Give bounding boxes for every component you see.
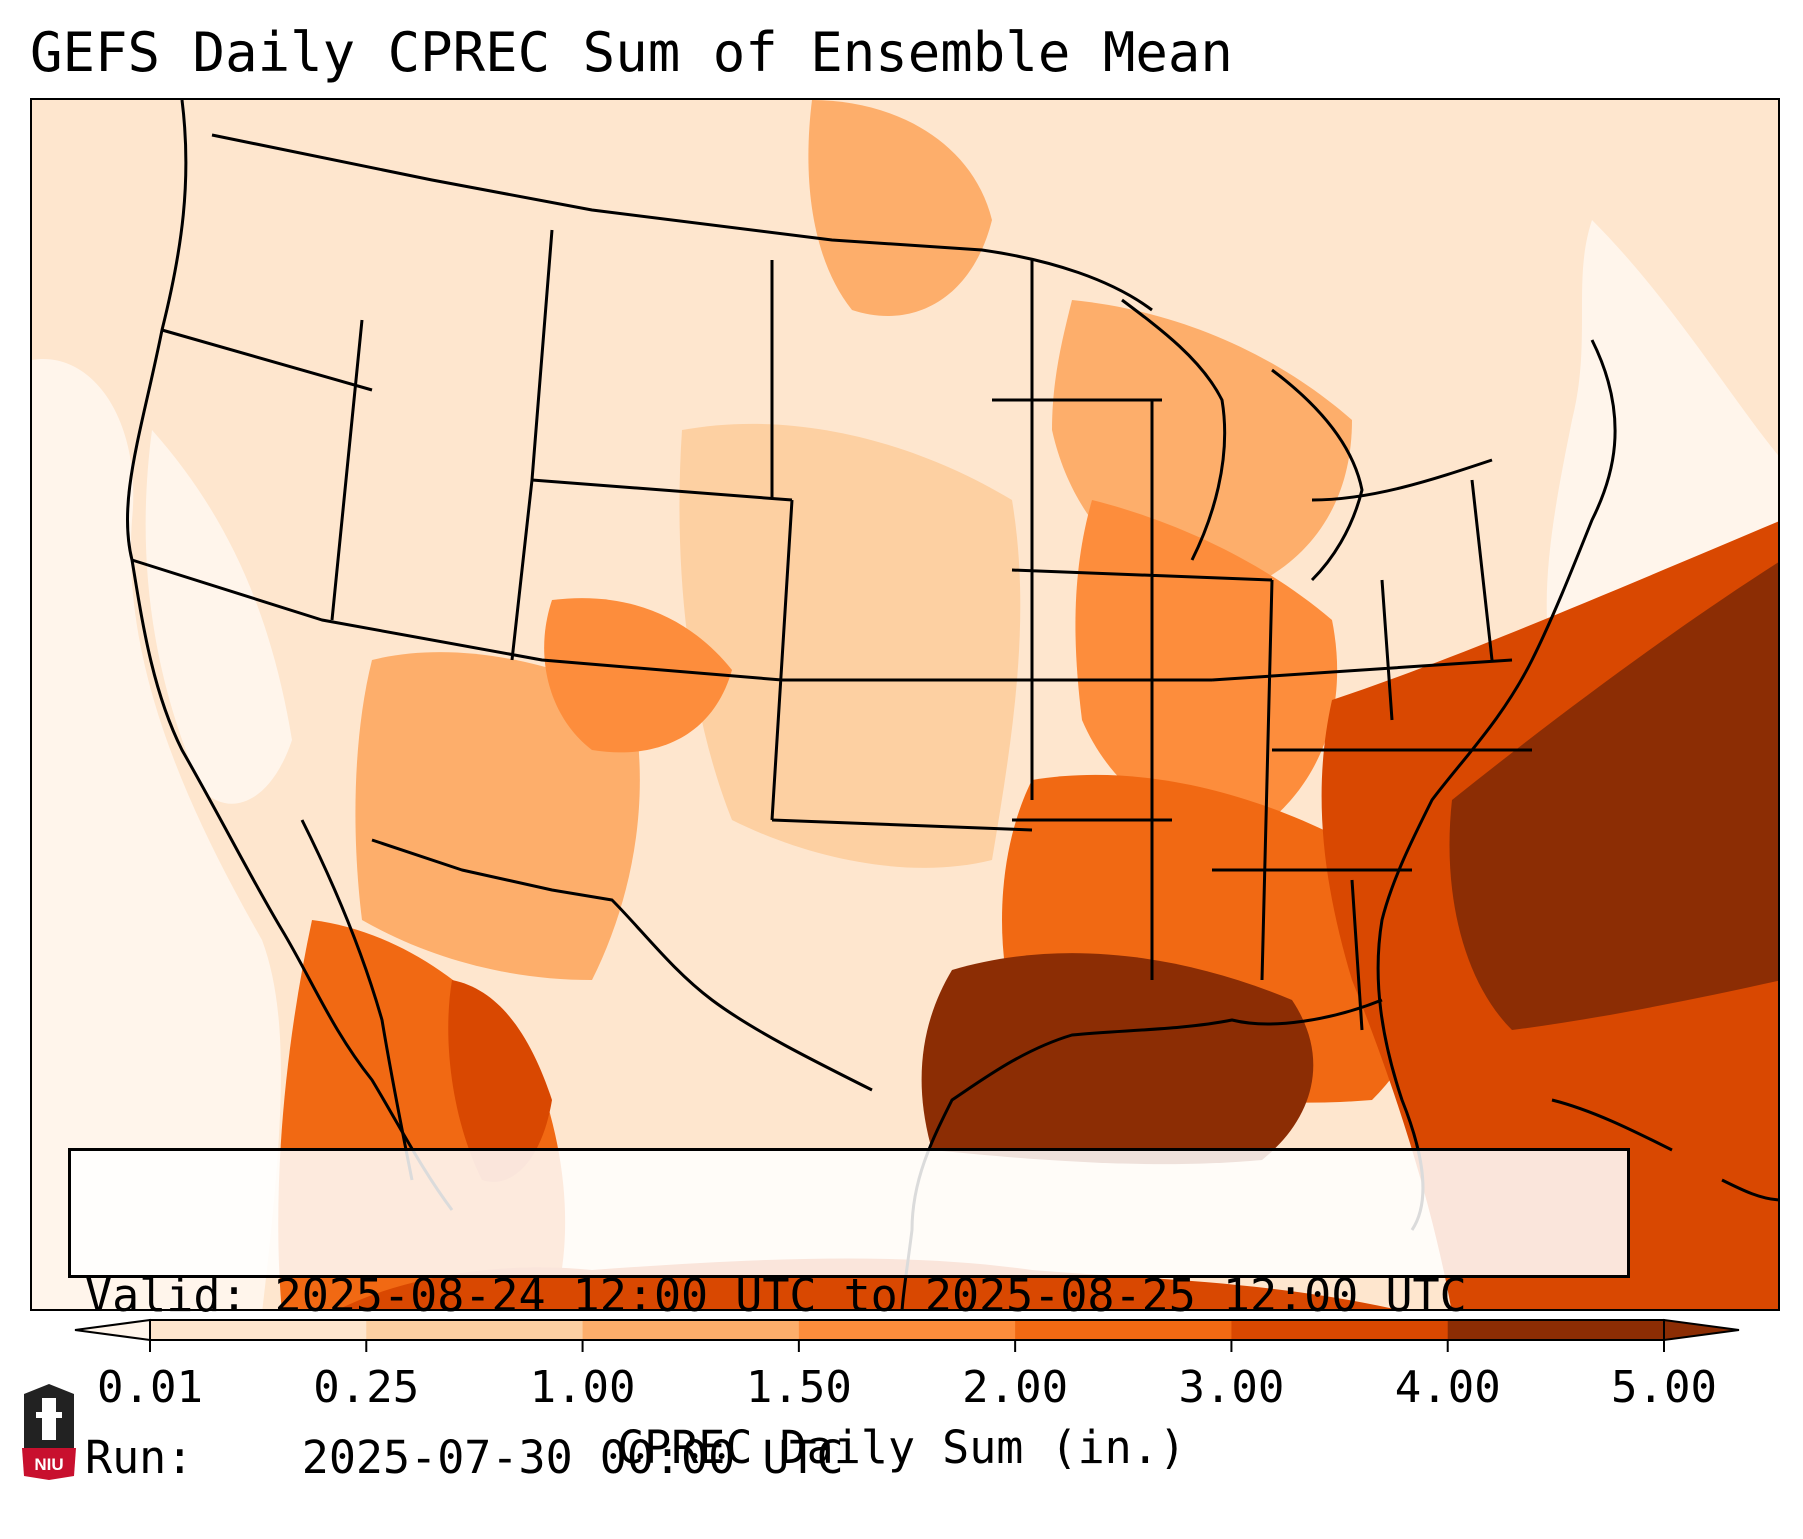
valid-line: Valid: 2025-08-24 12:00 UTC to 2025-08-2…: [85, 1269, 1613, 1323]
colorbar-outline: [149, 1319, 1665, 1341]
colorbar-tick-label: 1.00: [530, 1362, 636, 1413]
state-lines-east: [1211, 479, 1532, 1031]
colorbar-segment: [798, 1320, 1016, 1340]
shade-great-plains: [679, 423, 1021, 868]
run-time: 2025-07-30 00:00 UTC: [301, 1431, 844, 1484]
east-coast: [1376, 339, 1617, 1231]
colorbar-segment: [366, 1320, 584, 1340]
shade-mexico-core: [448, 980, 552, 1182]
shade-north-plains: [808, 100, 992, 316]
niu-logo: NIU: [22, 1384, 76, 1480]
colorbar-title: CPREC Daily Sum (in.): [617, 1421, 1186, 1474]
colorbar-segment: [1231, 1320, 1449, 1340]
state-lines-central: [771, 260, 1273, 980]
shade-colorado: [544, 598, 732, 753]
validity-info-box: Valid: 2025-08-24 12:00 UTC to 2025-08-2…: [68, 1148, 1630, 1484]
coastline-west: [125, 100, 454, 1211]
colorbar-tick-label: 0.01: [97, 1362, 203, 1413]
shade-pacific-low: [32, 359, 281, 1309]
shade-west-light: [145, 430, 292, 804]
colorbar-tick-label: 3.00: [1178, 1362, 1284, 1413]
colorbar-segment: [1447, 1320, 1665, 1340]
precip-shading: [32, 100, 1778, 1309]
colorbar-segment: [582, 1320, 800, 1340]
chart-title: GEFS Daily CPREC Sum of Ensemble Mean: [30, 21, 1233, 84]
state-lines-west: [131, 229, 1052, 821]
colorbar-extend-high: [1663, 1318, 1740, 1342]
run-label: Run:: [85, 1431, 194, 1484]
coastline-baja: [300, 819, 414, 1181]
colorbar-segments: [74, 1318, 1740, 1342]
caribbean-islands: [1551, 1098, 1778, 1202]
precip-map: [32, 100, 1778, 1309]
shade-atlantic-max: [1449, 562, 1778, 1030]
colorbar-tick-label: 1.50: [746, 1362, 852, 1413]
map-frame: [30, 98, 1780, 1311]
colorbar-extend-low: [74, 1318, 151, 1342]
colorbar-tick-label: 4.00: [1395, 1362, 1501, 1413]
colorbar-tick-label: 2.00: [962, 1362, 1068, 1413]
shade-gulf-max: [921, 953, 1314, 1165]
shade-southwest: [355, 652, 640, 980]
valid-time-range: 2025-08-24 12:00 UTC to 2025-08-25 12:00…: [274, 1269, 1467, 1322]
mexico-us-border: [371, 838, 873, 1092]
run-line: Run: 2025-07-30 00:00 UTC: [85, 1431, 1613, 1485]
colorbar-segment: [150, 1320, 367, 1340]
colorbar-ticks: 0.01 0.25 1.00 1.50 2.00 3.00 4.00 5.00: [97, 1340, 1717, 1413]
logo-tower: [36, 1398, 62, 1440]
colorbar-tick-label: 5.00: [1611, 1362, 1717, 1413]
political-boundaries: [125, 100, 1778, 1309]
valid-label: Valid:: [85, 1269, 248, 1322]
logo-banner: [22, 1448, 76, 1480]
colorbar: 0.01 0.25 1.00 1.50 2.00 3.00 4.00 5.00: [74, 1318, 1740, 1413]
logo-text: NIU: [34, 1455, 63, 1474]
colorbar-segment: [1015, 1320, 1232, 1340]
colorbar-tick-label: 0.25: [313, 1362, 419, 1413]
canada-us-border: [211, 133, 1153, 312]
great-lakes-shore: [1121, 298, 1493, 582]
